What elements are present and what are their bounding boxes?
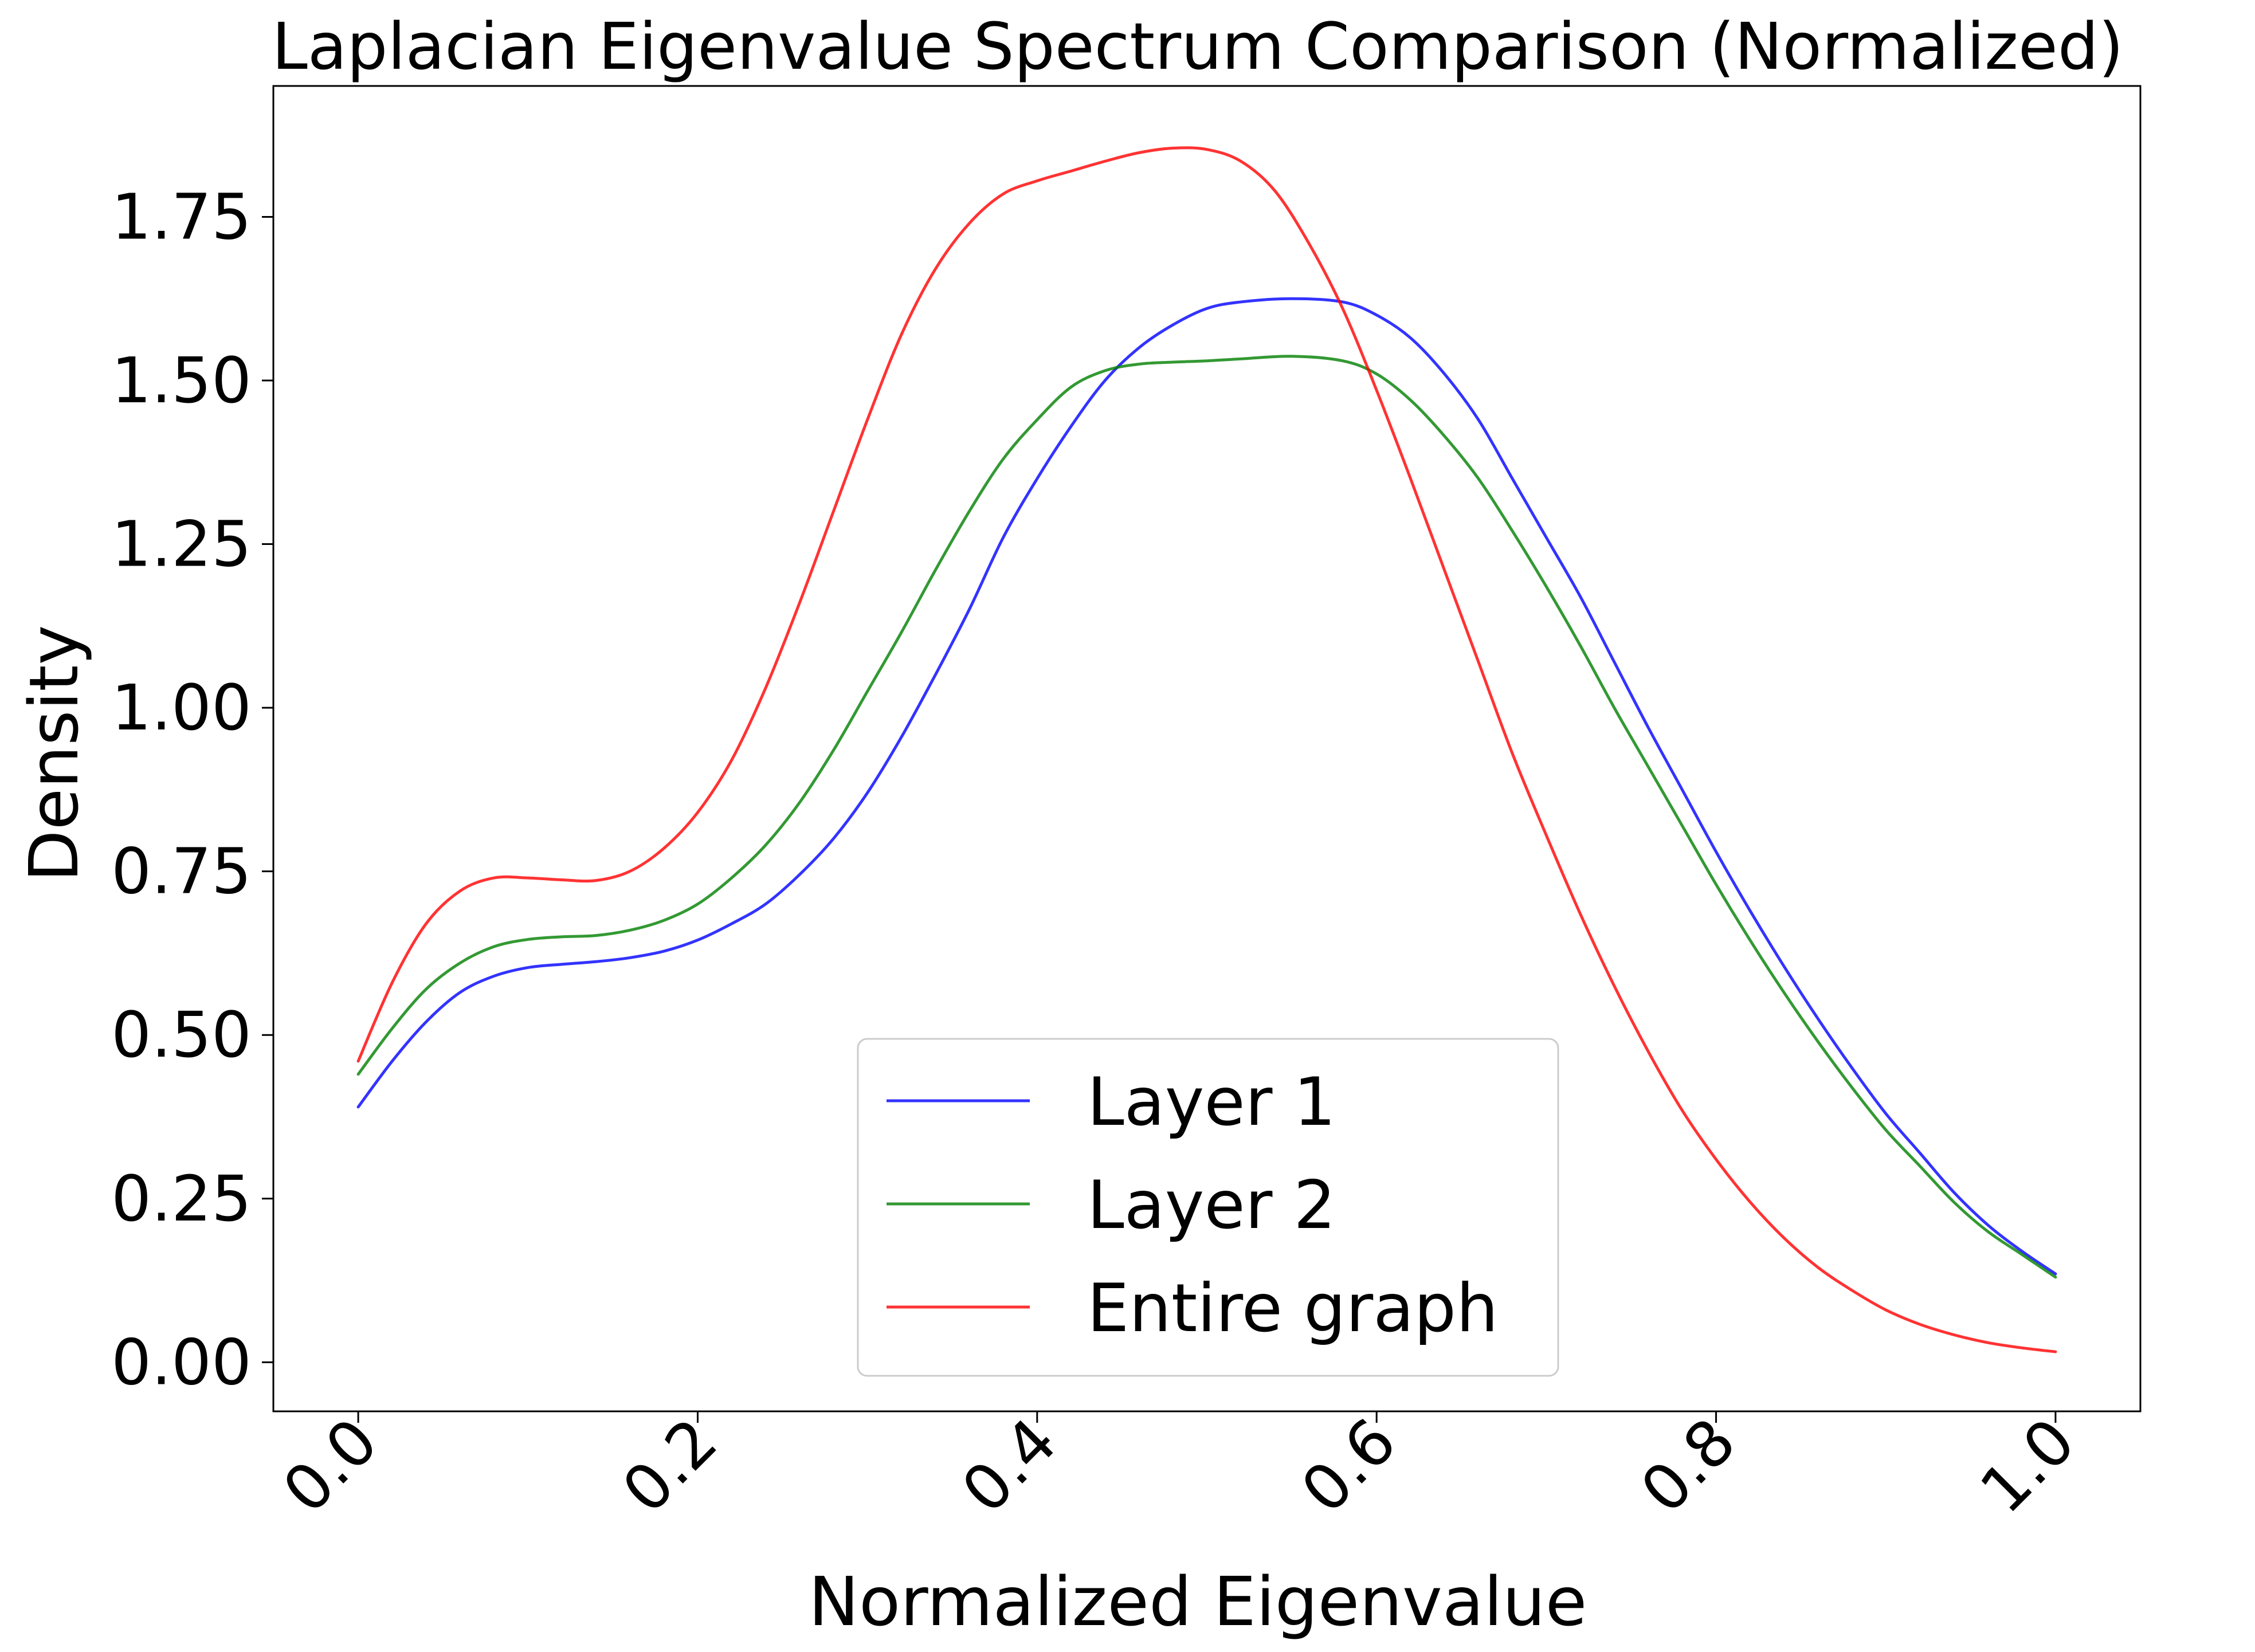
x-tick-label: 0.2 — [609, 1404, 731, 1527]
x-axis: 0.0 0.2 0.4 0.6 0.8 1.0 — [269, 1404, 2089, 1527]
x-tick-label: 0.8 — [1627, 1404, 1750, 1527]
x-tick-label: 1.0 — [1966, 1404, 2089, 1527]
legend-label-2: Layer 2 — [1087, 1167, 1336, 1244]
series-line-2 — [356, 355, 2057, 1279]
legend-box — [857, 1038, 1559, 1377]
series-line-1 — [356, 297, 2057, 1276]
x-tick-label: 0.6 — [1287, 1404, 1410, 1527]
y-axis: 0.00 0.25 0.50 0.75 1.00 1.25 1.50 1.75 — [111, 180, 273, 1399]
x-axis-label: Normalized Eigenvalue — [809, 1562, 1587, 1641]
legend-label-1: Layer 1 — [1087, 1064, 1336, 1141]
y-tick-label: 0.75 — [111, 835, 252, 908]
y-axis-label: Density — [14, 625, 93, 882]
y-tick-label: 1.25 — [111, 508, 252, 581]
y-tick-label: 0.50 — [111, 998, 252, 1072]
x-tick-label: 0.4 — [948, 1404, 1070, 1527]
y-tick-label: 1.75 — [111, 180, 252, 253]
y-tick-label: 0.25 — [111, 1162, 252, 1235]
series-line-3 — [356, 146, 2057, 1353]
chart-title: Laplacian Eigenvalue Spectrum Comparison… — [272, 10, 2123, 84]
x-tick-label: 0.0 — [269, 1404, 391, 1527]
legend: Layer 1 Layer 2 Entire graph — [857, 1038, 1559, 1377]
y-tick-label: 1.00 — [111, 671, 252, 744]
series-layer — [356, 146, 2057, 1353]
legend-label-3: Entire graph — [1087, 1270, 1498, 1347]
y-tick-label: 1.50 — [111, 344, 252, 417]
y-tick-label: 0.00 — [111, 1325, 252, 1399]
